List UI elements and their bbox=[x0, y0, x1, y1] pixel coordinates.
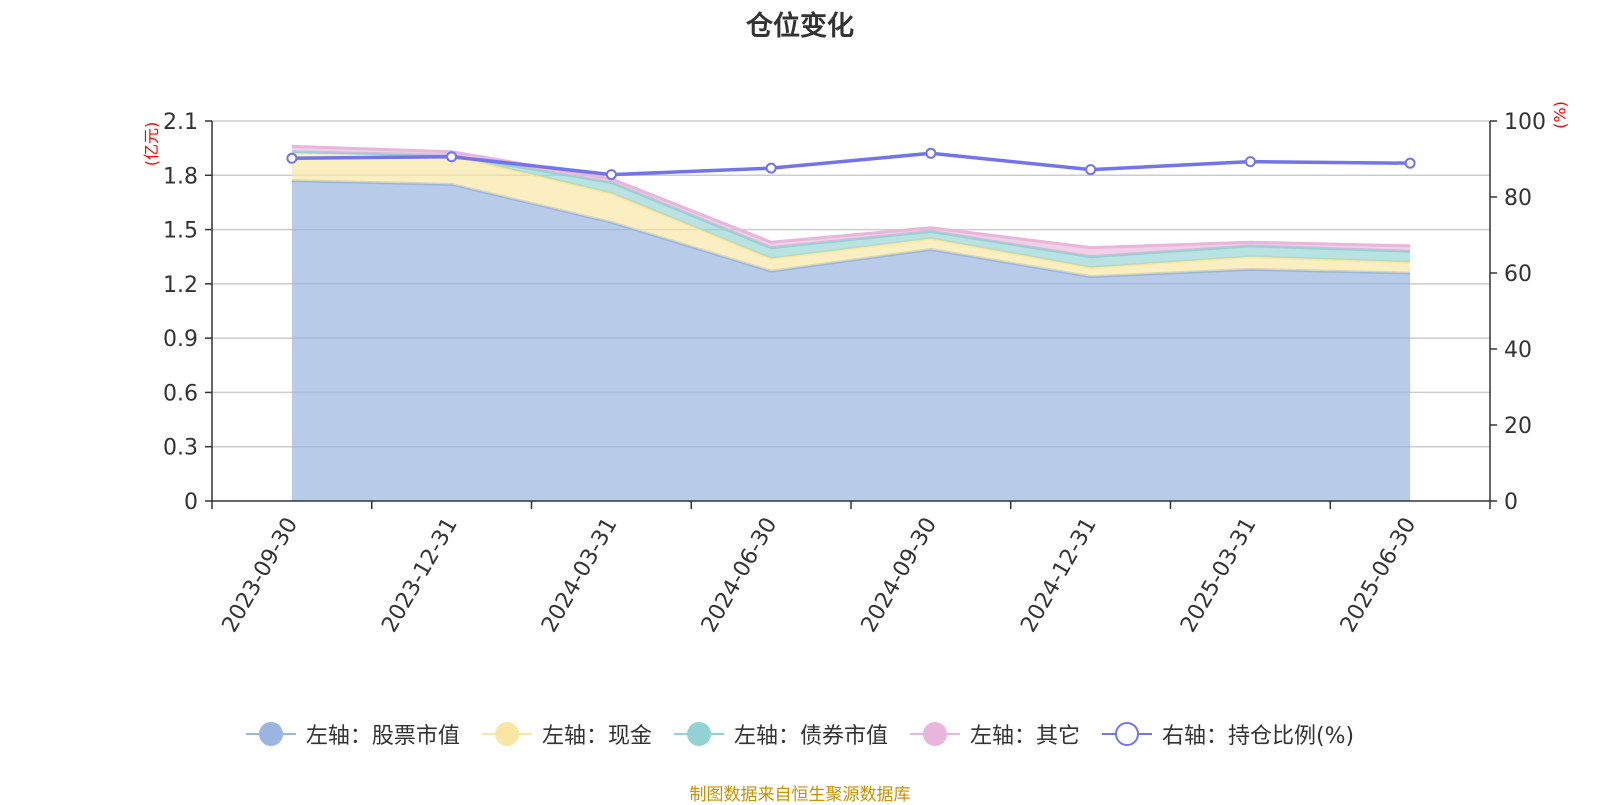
legend-swatch bbox=[1101, 721, 1152, 747]
legend-label: 左轴：股票市值 bbox=[305, 724, 460, 749]
line-point bbox=[1085, 164, 1097, 176]
line-series bbox=[291, 151, 1411, 177]
chart-legend: 左轴：股票市值 左轴：现金 左轴：债券市值 左轴：其它 右轴：持仓比例(%) bbox=[0, 718, 1600, 750]
x-axis-tick-label: 2024-03-31 bbox=[537, 514, 623, 637]
left-axis-tick-label: 0 bbox=[184, 490, 198, 515]
x-axis-tick-label: 2024-12-31 bbox=[1016, 514, 1102, 637]
left-axis-tick-label: 1.8 bbox=[163, 164, 198, 189]
legend-label: 右轴：持仓比例(%) bbox=[1161, 724, 1355, 749]
data-source-note: 制图数据来自恒生聚源数据库 bbox=[689, 785, 911, 805]
x-axis-tick-label: 2023-12-31 bbox=[377, 514, 463, 637]
legend-label: 左轴：其它 bbox=[969, 724, 1080, 749]
left-axis-tick-label: 2.1 bbox=[163, 110, 198, 135]
left-axis-tick-label: 1.5 bbox=[163, 219, 198, 244]
legend-item[interactable]: 左轴：现金 bbox=[481, 718, 652, 750]
legend-swatch bbox=[909, 721, 960, 747]
legend-item[interactable]: 左轴：债券市值 bbox=[673, 718, 888, 750]
left-axis-tick-label: 0.6 bbox=[163, 381, 198, 406]
area-series-3 bbox=[291, 146, 1411, 257]
area-series-line-3 bbox=[291, 144, 1411, 250]
x-axis-tick-label: 2023-09-30 bbox=[217, 514, 303, 637]
line-point bbox=[925, 147, 937, 159]
left-axis-tick-label: 0.9 bbox=[163, 327, 198, 352]
right-axis-tick-label: 0 bbox=[1504, 490, 1518, 515]
line-point bbox=[765, 162, 777, 174]
line-point bbox=[1244, 156, 1256, 168]
right-axis-tick-label: 20 bbox=[1504, 414, 1532, 439]
legend-label: 左轴：现金 bbox=[541, 724, 652, 749]
legend-swatch bbox=[245, 721, 296, 747]
line-point bbox=[286, 152, 298, 164]
left-axis-tick-label: 0.3 bbox=[163, 436, 198, 461]
left-axis-tick-label: 1.2 bbox=[163, 273, 198, 298]
right-axis-tick-label: 100 bbox=[1504, 110, 1546, 135]
x-axis-tick-label: 2025-06-30 bbox=[1336, 514, 1422, 637]
legend-item[interactable]: 左轴：股票市值 bbox=[245, 718, 460, 750]
right-axis-tick-label: 80 bbox=[1504, 186, 1532, 211]
x-axis-tick-label: 2024-06-30 bbox=[697, 514, 783, 637]
area-series-2 bbox=[291, 151, 1411, 268]
legend-item[interactable]: 右轴：持仓比例(%) bbox=[1101, 718, 1355, 750]
legend-swatch bbox=[673, 721, 724, 747]
line-point bbox=[446, 151, 458, 163]
area-series-1 bbox=[291, 151, 1411, 277]
legend-swatch bbox=[481, 721, 532, 747]
area-series-0 bbox=[291, 180, 1411, 501]
right-axis-tick-label: 60 bbox=[1504, 262, 1532, 287]
line-point bbox=[1404, 157, 1416, 169]
line-point bbox=[605, 169, 617, 181]
legend-label: 左轴：债券市值 bbox=[733, 724, 888, 749]
legend-item[interactable]: 左轴：其它 bbox=[909, 718, 1080, 750]
x-axis-tick-label: 2024-09-30 bbox=[856, 514, 942, 637]
x-axis-tick-label: 2025-03-31 bbox=[1176, 514, 1262, 637]
chart-title: 仓位变化 bbox=[746, 11, 854, 42]
right-axis-tick-label: 40 bbox=[1504, 338, 1532, 363]
